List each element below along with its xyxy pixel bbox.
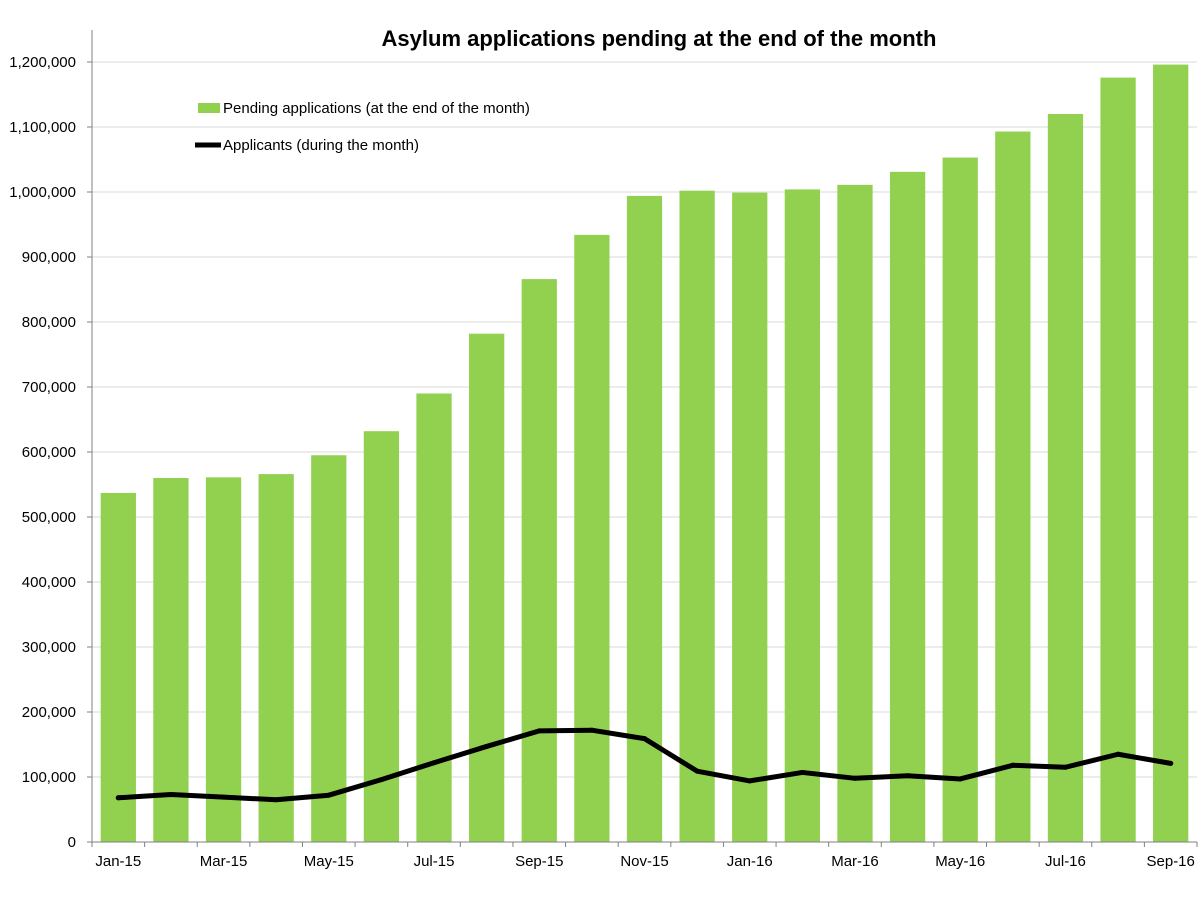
bar-pending-mar-16 — [837, 184, 873, 843]
point-applicants-nov-15 — [642, 736, 647, 742]
axes: 0 100,000 200,000 300,000 400,000 500,000 600,… — [9, 30, 1198, 870]
point-applicants-sep-16 — [1168, 760, 1174, 766]
point-applicants-mar-16 — [852, 775, 858, 781]
bar-pending-apr-16 — [889, 171, 926, 843]
point-applicants-jan-15 — [115, 795, 121, 801]
bar-pending-dec-15 — [679, 190, 715, 842]
y-tick-label: 200,000 — [22, 704, 76, 721]
y-tick-label: 1,200,000 — [9, 54, 76, 71]
x-tick-label: Jul-16 — [1045, 853, 1086, 870]
bar-pending-jun-16 — [995, 131, 1031, 843]
point-applicants-aug-15 — [484, 743, 490, 749]
y-tick-label: 400,000 — [22, 574, 76, 591]
point-applicants-apr-16 — [905, 773, 911, 779]
x-tick-label: May-16 — [935, 853, 985, 870]
x-tick-label: Jan-16 — [727, 853, 773, 870]
y-tick-label: 0 — [68, 834, 76, 851]
bar-series — [100, 64, 1189, 843]
y-tick-label: 700,000 — [22, 379, 76, 396]
point-applicants-jun-15 — [378, 777, 384, 783]
point-applicants-jul-16 — [1062, 764, 1068, 770]
bar-pending-may-15 — [311, 455, 347, 842]
x-tick-label: Mar-16 — [831, 853, 879, 870]
bar-pending-jul-15 — [416, 393, 452, 842]
point-applicants-jul-15 — [431, 760, 437, 766]
x-tick-label: Jul-15 — [414, 853, 455, 870]
bar-pending-jul-16 — [1047, 114, 1084, 842]
point-applicants-aug-16 — [1115, 751, 1121, 757]
legend-label-pending: Pending applications (at the end of the … — [223, 100, 530, 117]
y-tick-label: 1,000,000 — [9, 184, 76, 201]
y-tick-label: 600,000 — [22, 444, 76, 461]
point-applicants-may-15 — [326, 792, 332, 798]
point-applicants-apr-15 — [273, 797, 279, 803]
point-applicants-sep-15 — [536, 728, 542, 734]
x-tick-label: May-15 — [304, 853, 354, 870]
x-tick-label: Mar-15 — [200, 853, 248, 870]
bar-pending-apr-15 — [258, 474, 294, 842]
legend-swatch-pending — [198, 103, 220, 113]
bar-pending-feb-16 — [784, 189, 820, 842]
line-series — [115, 727, 1174, 803]
x-tick-label: Sep-15 — [515, 853, 563, 870]
y-tick-label: 1,100,000 — [9, 119, 76, 136]
bar-pending-aug-15 — [469, 333, 505, 842]
bar-pending-feb-15 — [153, 478, 189, 842]
point-applicants-dec-15 — [694, 768, 700, 774]
y-tick-label: 900,000 — [22, 249, 76, 266]
y-tick-label: 300,000 — [22, 639, 76, 656]
bar-pending-sep-15 — [521, 279, 557, 843]
point-applicants-feb-16 — [799, 769, 805, 775]
bar-pending-mar-15 — [205, 477, 242, 842]
point-applicants-jan-16 — [747, 778, 753, 784]
point-applicants-oct-15 — [589, 727, 595, 733]
x-tick-label: Jan-15 — [95, 853, 141, 870]
bar-pending-aug-16 — [1100, 77, 1136, 843]
y-tick-label: 500,000 — [22, 509, 76, 526]
point-applicants-mar-15 — [221, 794, 227, 800]
legend: Pending applications (at the end of the … — [195, 100, 530, 154]
bar-pending-may-16 — [942, 157, 978, 843]
x-tick-label: Nov-15 — [620, 853, 668, 870]
bar-pending-jan-16 — [732, 192, 768, 842]
y-tick-label: 800,000 — [22, 314, 76, 331]
y-tick-label: 100,000 — [22, 769, 76, 786]
bar-pending-jan-15 — [100, 492, 136, 842]
x-tick-label: Sep-16 — [1147, 853, 1195, 870]
bar-pending-sep-16 — [1153, 64, 1189, 843]
legend-label-applicants: Applicants (during the month) — [223, 137, 419, 154]
point-applicants-may-16 — [957, 776, 963, 782]
bar-pending-oct-15 — [574, 234, 610, 842]
chart-title: Asylum applications pending at the end o… — [382, 26, 937, 51]
point-applicants-feb-15 — [168, 792, 174, 798]
point-applicants-jun-16 — [1010, 762, 1016, 768]
